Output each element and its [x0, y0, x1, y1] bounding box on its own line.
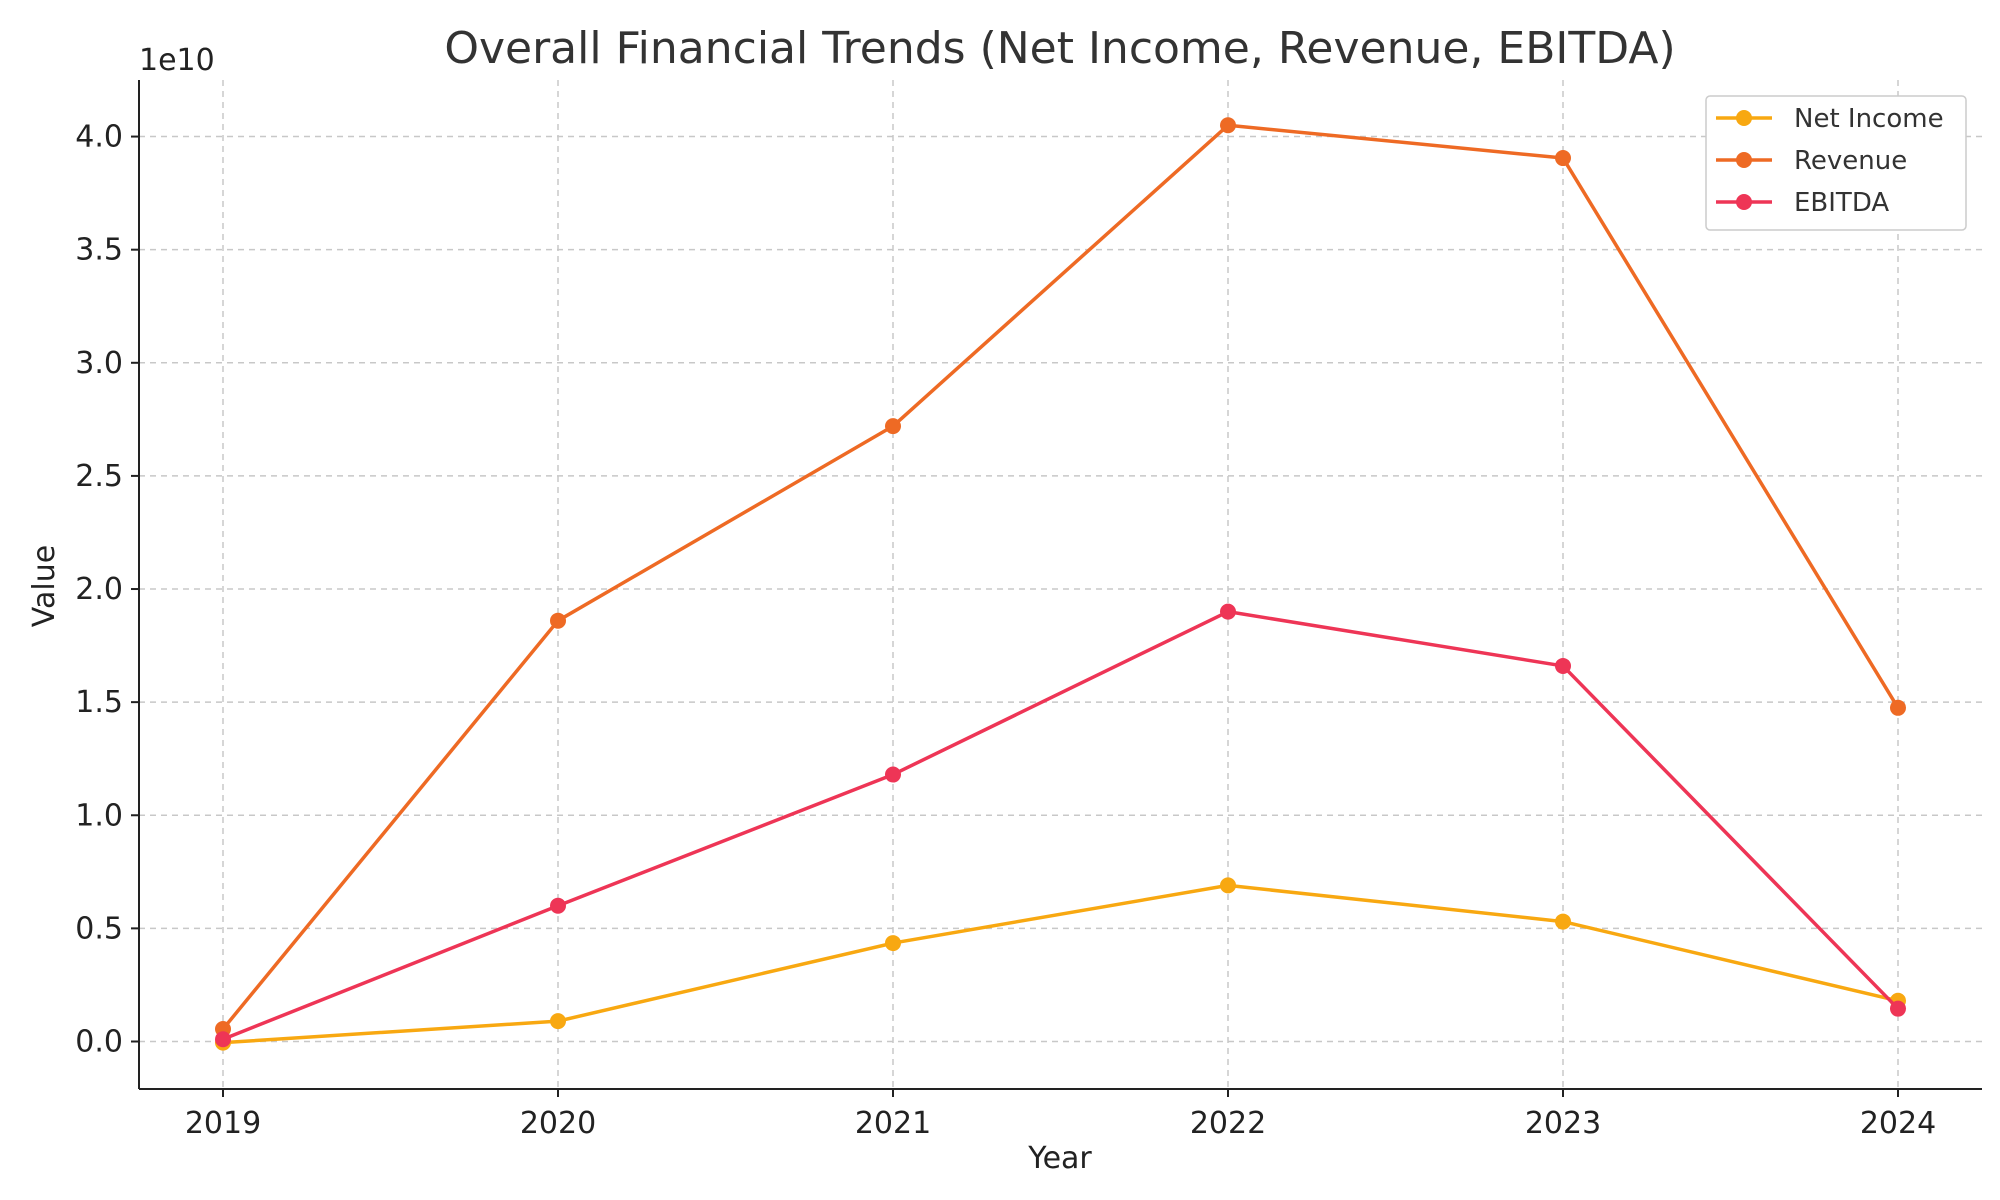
legend-marker-net-income [1736, 110, 1752, 126]
y-tick-label: 2.0 [75, 572, 123, 607]
series-ebitda [215, 603, 1906, 1048]
x-tick-label: 2024 [1860, 1106, 1936, 1141]
data-point-net-income [1555, 913, 1571, 930]
y-tick-label: 0.5 [75, 911, 123, 946]
x-ticks: 2019 2020 2021 2022 2023 2024 [185, 1089, 1936, 1141]
series-line-revenue [221, 123, 1900, 1031]
data-point-ebitda [1220, 603, 1236, 620]
data-point-ebitda [885, 766, 901, 783]
legend-label-revenue: Revenue [1794, 146, 1907, 176]
x-tick-label: 2023 [1525, 1106, 1601, 1141]
legend-marker-ebitda [1736, 194, 1752, 210]
y-tick-label: 3.5 [75, 233, 123, 268]
legend-label-net-income: Net Income [1794, 104, 1944, 134]
legend: Net Income Revenue EBITDA [1705, 95, 1967, 231]
x-tick-label: 2020 [520, 1106, 596, 1141]
series-line-net-income [222, 883, 1899, 1045]
series-layer [215, 117, 1906, 1051]
legend-marker-revenue [1736, 152, 1752, 168]
axes [138, 80, 1982, 1090]
y-axis-label: Value [27, 545, 62, 627]
data-point-ebitda [550, 897, 566, 914]
x-tick-label: 2022 [1190, 1106, 1266, 1141]
data-point-revenue [885, 418, 901, 435]
series-net-income [215, 877, 1906, 1051]
data-point-revenue [1555, 150, 1571, 167]
y-tick-label: 1.5 [75, 685, 123, 720]
legend-label-ebitda: EBITDA [1794, 188, 1889, 218]
data-point-ebitda [1890, 1000, 1906, 1017]
data-point-net-income [550, 1013, 566, 1030]
grid [139, 80, 1982, 1089]
y-tick-label: 3.0 [75, 346, 123, 381]
series-line-ebitda [222, 609, 1900, 1041]
data-point-revenue [1220, 117, 1236, 134]
y-ticks: 0.0 0.5 1.0 1.5 2.0 2.5 3.0 3.5 4.0 [75, 120, 139, 1059]
y-offset-label: 1e10 [139, 43, 215, 78]
y-tick-label: 1.0 [75, 798, 123, 833]
chart-title: Overall Financial Trends (Net Income, Re… [444, 23, 1675, 74]
y-tick-label: 2.5 [75, 459, 123, 494]
data-point-revenue [550, 612, 566, 629]
x-tick-label: 2021 [855, 1106, 931, 1141]
series-revenue [215, 117, 1906, 1038]
data-point-revenue [1890, 699, 1906, 716]
x-tick-label: 2019 [185, 1106, 261, 1141]
legend-box [1705, 95, 1967, 231]
data-point-ebitda [215, 1031, 231, 1048]
data-point-net-income [1220, 877, 1236, 894]
y-tick-label: 4.0 [75, 120, 123, 155]
data-point-ebitda [1555, 657, 1571, 674]
data-point-net-income [885, 935, 901, 952]
x-axis-label: Year [1027, 1141, 1092, 1176]
y-tick-label: 0.0 [75, 1024, 123, 1059]
